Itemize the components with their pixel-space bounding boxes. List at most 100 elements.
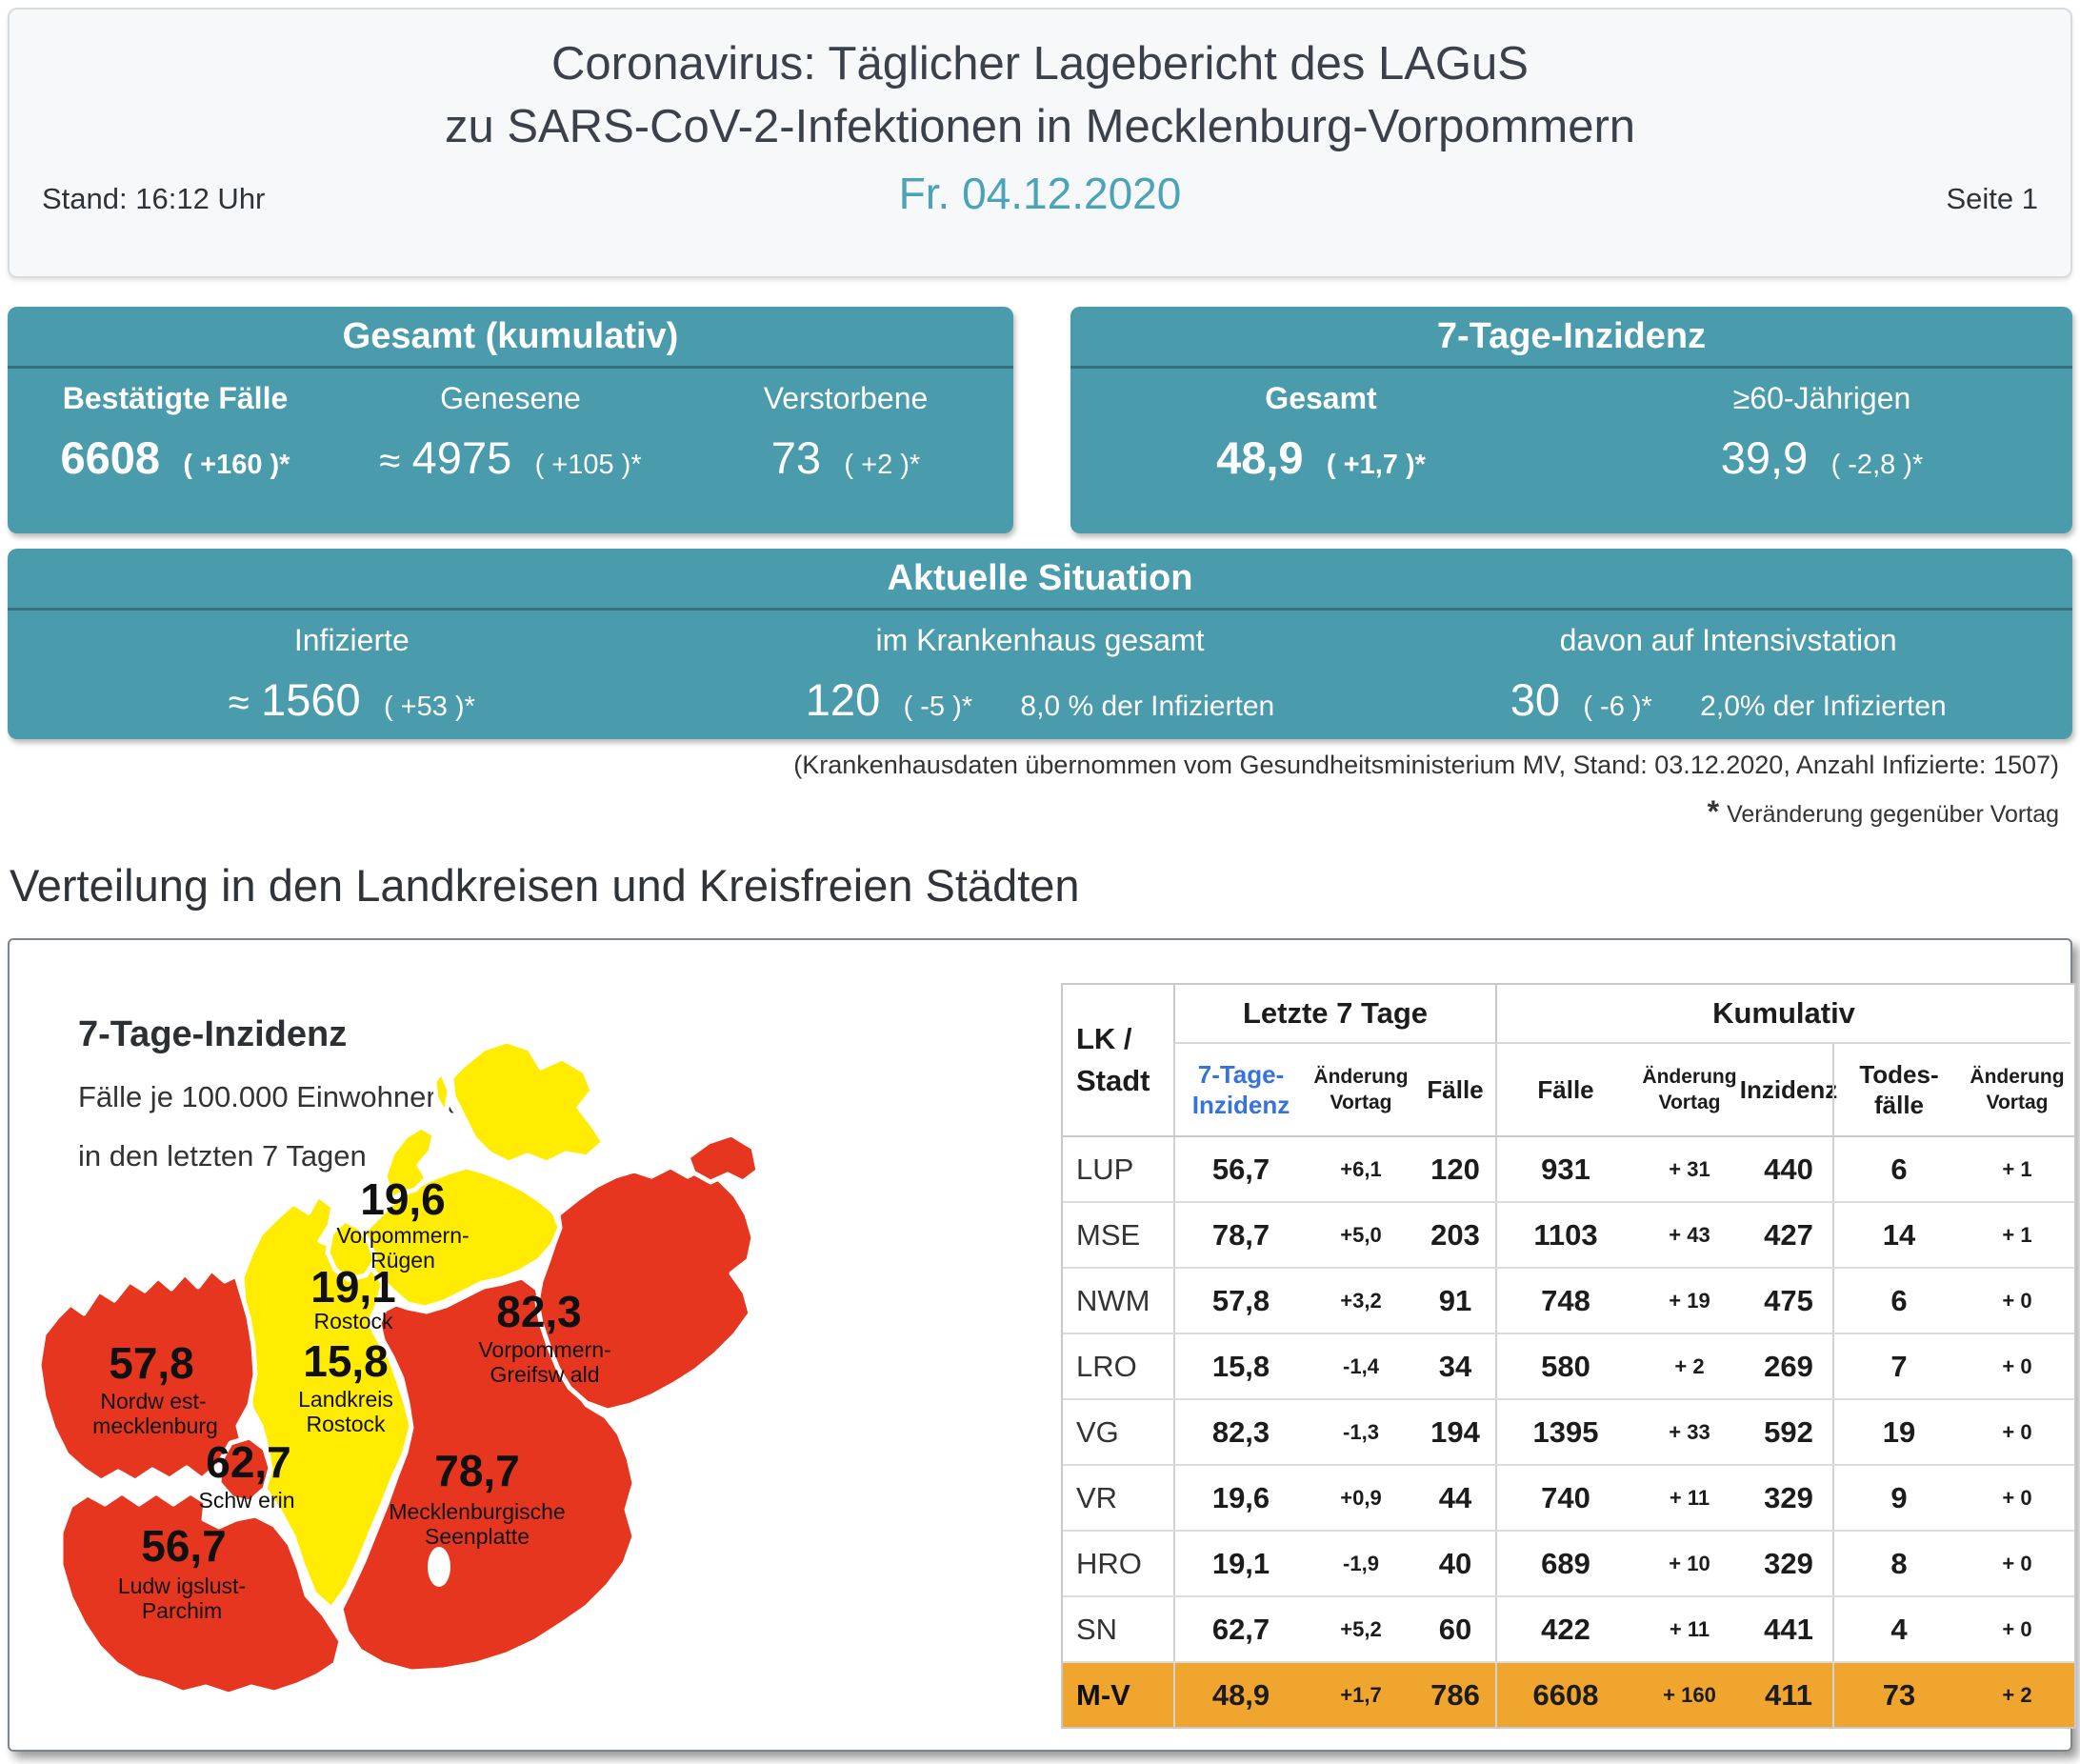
stat-incidence-60plus: ≥60-Jährigen 39,9 ( -2,8 )* [1571, 369, 2072, 484]
table-cell: +5,0 [1340, 1222, 1382, 1247]
map-name: mecklenburg [92, 1413, 218, 1438]
column-header-change: Änderung Vortag [1970, 1066, 2065, 1113]
stat-value: 6608 [60, 432, 161, 483]
stat-value-row: 73 ( +2 )* [678, 431, 1013, 484]
totals-columns: Bestätigte Fälle 6608 ( +160 )* Genesene… [8, 369, 1013, 484]
stat-note: 8,0 % der Infizierten [1020, 691, 1275, 722]
row-region-code: VR [1076, 1480, 1118, 1514]
corner-line: LK / [1076, 1022, 1132, 1055]
stat-label: davon auf Intensivstation [1559, 623, 1897, 657]
table-cell: + 31 [1669, 1156, 1710, 1181]
table-cell: 411 [1764, 1677, 1812, 1712]
table-cell: + 0 [2002, 1419, 2032, 1444]
table-row: MSE 78,7 +5,0 203 1103 + 43 427 14 + 1 [1063, 1201, 2074, 1267]
table-cell: 441 [1764, 1612, 1813, 1646]
table-cell: 8 [1832, 1532, 1964, 1595]
table-row: VG 82,3 -1,3 194 1395 + 33 592 19 + 0 [1063, 1398, 2074, 1464]
table-cell: 475 [1764, 1283, 1813, 1317]
stat-value-row: 6608 ( +160 )* [8, 431, 343, 484]
totals-box-title: Gesamt (kumulativ) [8, 307, 1013, 369]
incidence-columns: Gesamt 48,9 ( +1,7 )* ≥60-Jährigen 39,9 … [1070, 369, 2072, 484]
stat-change: ( -5 )* [903, 692, 973, 722]
stat-label: ≥60-Jährigen [1732, 381, 1911, 415]
table-row: LUP 56,7 +6,1 120 931 + 31 440 6 + 1 [1063, 1137, 2074, 1201]
table-row: LRO 15,8 -1,4 34 580 + 2 269 7 + 0 [1063, 1333, 2074, 1398]
table-cell: +5,2 [1340, 1616, 1382, 1641]
region-schwerin-shape [216, 1434, 273, 1505]
stat-confirmed-cases: Bestätigte Fälle 6608 ( +160 )* [8, 369, 343, 484]
table-cell: + 2 [1674, 1353, 1705, 1378]
map-value-vorpommern-greifswald: 82,3 [496, 1287, 582, 1336]
totals-box: Gesamt (kumulativ) Bestätigte Fälle 6608… [8, 307, 1013, 533]
table-cell: + 11 [1669, 1616, 1710, 1641]
map-name: Vorpommern- [478, 1337, 610, 1362]
stat-recovered: Genesene ≈ 4975 ( +105 )* [343, 369, 678, 484]
column-header-deaths: Todes- fälle [1832, 1044, 1964, 1135]
stat-label: Bestätigte Fälle [62, 381, 289, 415]
map-labels: 19,6 Vorpommern- Rügen 19,1 Rostock 15,8… [92, 1174, 611, 1623]
stat-change: ( +1,7 )* [1326, 450, 1426, 480]
table-cell: + 0 [2002, 1485, 2032, 1510]
stat-label: Verstorbene [763, 381, 929, 415]
report-timestamp: Stand: 16:12 Uhr [42, 182, 266, 215]
table-cell: 194 [1430, 1414, 1480, 1449]
table-corner-header: LK / Stadt [1063, 985, 1173, 1135]
table-row-total-mv: M-V 48,9 +1,7 786 6608 + 160 411 73 + 2 [1063, 1661, 2074, 1727]
table-cell: 14 [1832, 1203, 1964, 1267]
stat-value-row: ≈ 4975 ( +105 )* [343, 431, 678, 484]
table-cell: 91 [1438, 1283, 1472, 1317]
table-cell: 427 [1764, 1217, 1813, 1252]
stat-infected: Infizierte ≈ 1560 ( +53 )* [8, 611, 696, 726]
region-darss-peninsula-shape [382, 1124, 437, 1202]
table-cell: 73 [1832, 1663, 1964, 1727]
stat-value: 30 [1510, 674, 1560, 725]
incidence-box-title: 7-Tage-Inzidenz [1070, 307, 2072, 369]
incidence-box: 7-Tage-Inzidenz Gesamt 48,9 ( +1,7 )* ≥6… [1070, 307, 2072, 533]
table-cell: 44 [1438, 1480, 1472, 1514]
table-cell: 9 [1832, 1466, 1964, 1530]
table-cell: + 33 [1669, 1419, 1710, 1444]
table-cell: + 160 [1663, 1682, 1716, 1707]
table-cell: 48,9 [1173, 1663, 1307, 1727]
column-group-cumulative: Kumulativ [1495, 985, 2070, 1044]
table-cell: 57,8 [1173, 1269, 1307, 1333]
stat-change: ( +53 )* [383, 692, 475, 722]
report-header: Coronavirus: Täglicher Lagebericht des L… [8, 8, 2072, 278]
map-name: Landkreis [298, 1387, 393, 1412]
page-number: Seite 1 [1946, 182, 2038, 215]
section-heading: Verteilung in den Landkreisen und Kreisf… [10, 860, 1080, 911]
stat-value: 120 [805, 674, 881, 725]
map-value-vorpommern-ruegen: 19,6 [360, 1174, 446, 1224]
table-cell: 329 [1764, 1480, 1813, 1514]
table-cell: 440 [1764, 1152, 1813, 1186]
stat-icu: davon auf Intensivstation 30 ( -6 )* 2,0… [1384, 611, 2072, 726]
corner-line: Stadt [1076, 1064, 1150, 1097]
distribution-container: 7-Tage-Inzidenz Fälle je 100.000 Einwohn… [8, 938, 2076, 1752]
table-cell: -1,4 [1343, 1353, 1379, 1378]
map-legend-title: 7-Tage-Inzidenz [78, 1014, 348, 1054]
row-region-code: SN [1076, 1612, 1118, 1646]
situation-box: Aktuelle Situation Infizierte ≈ 1560 ( +… [8, 549, 2072, 739]
approx-sign: ≈ [228, 682, 250, 724]
map-name: Rostock [313, 1309, 393, 1333]
column-header-incidence: Inzidenz [1739, 1075, 1838, 1104]
hospital-data-footnote: (Krankenhausdaten übernommen vom Gesundh… [793, 751, 2059, 779]
table-cell: 19 [1832, 1400, 1964, 1464]
stat-label: im Krankenhaus gesamt [875, 623, 1205, 657]
row-region-code: M-V [1076, 1677, 1130, 1712]
map-name: Mecklenburgische [389, 1499, 565, 1524]
column-header-7day-incidence: 7-Tage- Inzidenz [1173, 1044, 1307, 1135]
map-name: Rügen [370, 1248, 435, 1273]
table-cell: + 0 [2002, 1288, 2032, 1313]
table-cell: + 10 [1669, 1551, 1710, 1575]
map-value-landkreis-rostock: 15,8 [303, 1336, 389, 1386]
situation-box-title: Aktuelle Situation [8, 549, 2072, 611]
report-date: Fr. 04.12.2020 [898, 169, 1182, 218]
table-cell: 580 [1495, 1334, 1634, 1398]
mv-choropleth-map: 19,6 Vorpommern- Rügen 19,1 Rostock 15,8… [36, 1038, 761, 1697]
map-name: Nordw est- [100, 1389, 206, 1413]
table-cell: 62,7 [1173, 1597, 1307, 1661]
stat-value-row: 39,9 ( -2,8 )* [1571, 431, 2072, 484]
map-name: Greifsw ald [490, 1362, 599, 1387]
table-cell: + 0 [2002, 1616, 2032, 1641]
